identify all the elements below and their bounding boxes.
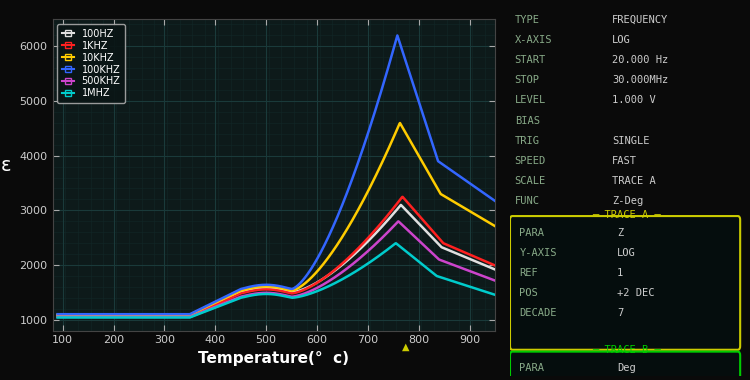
Text: Y-AXIS: Y-AXIS [519,248,556,258]
Text: SCALE: SCALE [514,176,546,186]
Text: TRACE A: TRACE A [612,176,656,186]
Text: Z-Deg: Z-Deg [612,196,644,206]
Text: 20.000 Hz: 20.000 Hz [612,55,668,65]
Text: Z: Z [617,228,623,238]
Text: SINGLE: SINGLE [612,136,650,146]
Text: X-AXIS: X-AXIS [514,35,552,45]
Text: +2 DEC: +2 DEC [617,288,655,298]
Text: PARA: PARA [519,228,544,238]
Text: 1.000 V: 1.000 V [612,95,656,105]
Text: STOP: STOP [514,75,540,85]
Text: ▲: ▲ [402,341,410,352]
Text: Deg: Deg [617,363,636,374]
Text: LOG: LOG [617,248,636,258]
Text: TYPE: TYPE [514,15,540,25]
Y-axis label: ε: ε [1,156,11,175]
Text: BIAS: BIAS [514,116,540,125]
Text: REF: REF [519,268,538,278]
Text: FUNC: FUNC [514,196,540,206]
Text: 7: 7 [617,308,623,318]
Text: SPEED: SPEED [514,156,546,166]
Text: PARA: PARA [519,363,544,374]
Text: LOG: LOG [612,35,631,45]
Text: 1: 1 [617,268,623,278]
Text: DECADE: DECADE [519,308,556,318]
FancyBboxPatch shape [510,216,740,350]
Text: START: START [514,55,546,65]
Text: ─ TRACE A ─: ─ TRACE A ─ [592,210,661,220]
Legend: 100HZ, 1KHZ, 10KHZ, 100KHZ, 500KHZ, 1MHZ: 100HZ, 1KHZ, 10KHZ, 100KHZ, 500KHZ, 1MHZ [57,24,125,103]
Text: FREQUENCY: FREQUENCY [612,15,668,25]
Text: TRIG: TRIG [514,136,540,146]
X-axis label: Temperature(°  c): Temperature(° c) [198,351,350,366]
Text: 30.000MHz: 30.000MHz [612,75,668,85]
Text: FAST: FAST [612,156,638,166]
FancyBboxPatch shape [510,352,740,380]
Text: ─ TRACE B ─: ─ TRACE B ─ [592,345,661,355]
Text: LEVEL: LEVEL [514,95,546,105]
Text: POS: POS [519,288,538,298]
